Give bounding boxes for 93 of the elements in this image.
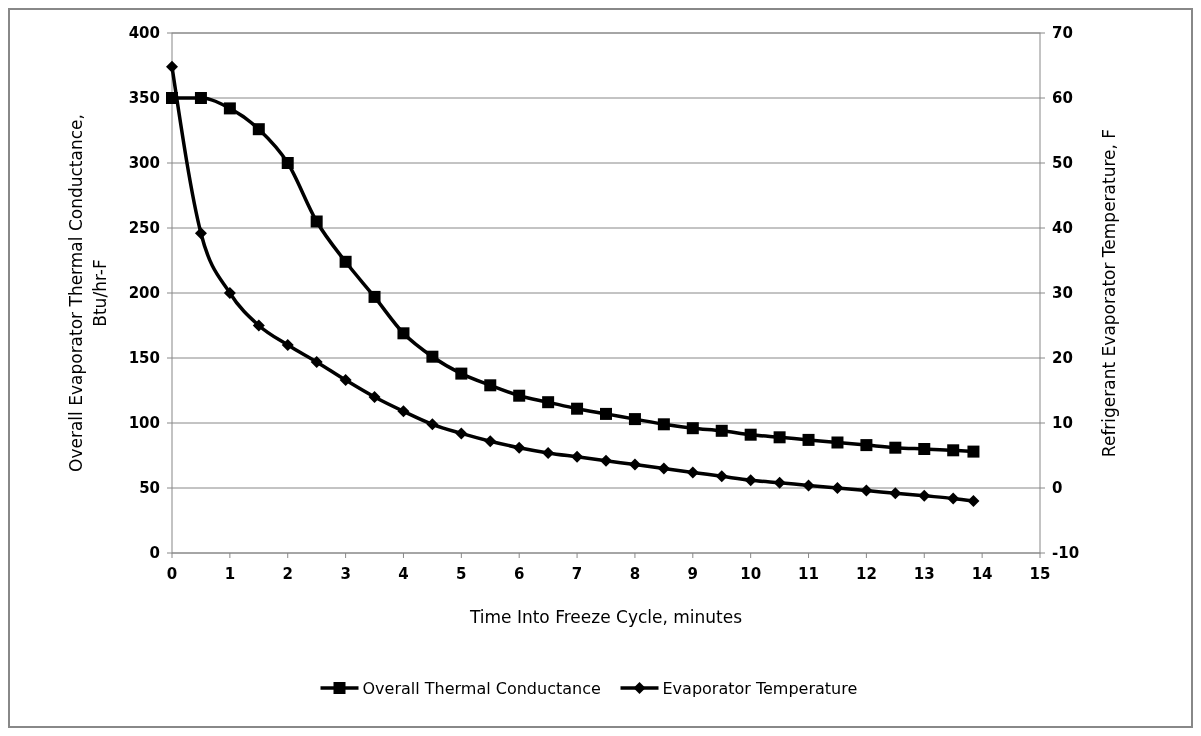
point bbox=[657, 418, 670, 431]
x-tick-label: 10 bbox=[740, 565, 762, 583]
y-tick-label: 300 bbox=[128, 154, 160, 172]
point bbox=[368, 290, 381, 303]
point bbox=[657, 462, 670, 475]
x-tick-label: 15 bbox=[1029, 565, 1051, 583]
y-tick-label: 200 bbox=[128, 284, 160, 302]
y2-tick-label: 60 bbox=[1052, 89, 1073, 107]
point bbox=[426, 350, 439, 363]
x-tick-label: 8 bbox=[629, 565, 641, 583]
y2-axis-title: Refrigerant Evaporator Temperature, F bbox=[1099, 128, 1119, 458]
point bbox=[967, 445, 980, 458]
y-tick-label: 150 bbox=[128, 349, 160, 367]
point bbox=[426, 418, 439, 431]
point bbox=[281, 157, 294, 169]
x-tick-label: 1 bbox=[224, 565, 236, 583]
legend-label: Overall Thermal Conductance bbox=[362, 679, 601, 698]
x-tick-label: 3 bbox=[340, 565, 351, 583]
point bbox=[252, 319, 265, 332]
point bbox=[889, 441, 902, 454]
point bbox=[542, 396, 555, 409]
y2-tick-label: 30 bbox=[1052, 284, 1073, 302]
point bbox=[860, 484, 873, 497]
point bbox=[339, 374, 352, 387]
point bbox=[397, 405, 410, 418]
point bbox=[194, 92, 207, 104]
point bbox=[600, 454, 612, 467]
point bbox=[967, 495, 980, 507]
point bbox=[686, 466, 699, 479]
point bbox=[947, 444, 960, 457]
legend-label: Evaporator Temperature bbox=[662, 679, 858, 698]
point bbox=[744, 474, 757, 487]
y2-tick-label: 0 bbox=[1052, 479, 1063, 497]
y2-tick-label: 70 bbox=[1052, 24, 1073, 42]
point bbox=[571, 450, 584, 463]
y-tick-label: 400 bbox=[128, 24, 160, 42]
point bbox=[484, 379, 497, 392]
point bbox=[744, 428, 757, 441]
point bbox=[947, 492, 960, 505]
point bbox=[773, 431, 786, 444]
point bbox=[802, 479, 815, 492]
y2-tick-label: 40 bbox=[1052, 219, 1073, 237]
point bbox=[860, 439, 873, 452]
x-tick-label: 7 bbox=[571, 565, 583, 583]
point bbox=[831, 482, 844, 494]
y2-tick-label: 10 bbox=[1052, 414, 1073, 432]
x-tick-label: 4 bbox=[398, 565, 409, 583]
point bbox=[918, 443, 931, 455]
x-tick-label: 6 bbox=[513, 565, 525, 583]
x-tick-label: 2 bbox=[282, 565, 293, 583]
x-tick-label: 14 bbox=[971, 565, 993, 583]
point bbox=[571, 402, 584, 415]
y2-tick-label: 50 bbox=[1052, 154, 1073, 172]
point bbox=[223, 287, 236, 299]
y-tick-label: 50 bbox=[139, 479, 160, 497]
y-tick-label: 250 bbox=[128, 219, 160, 237]
point bbox=[166, 60, 178, 73]
point bbox=[628, 413, 641, 426]
point bbox=[513, 389, 526, 402]
x-tick-label: 0 bbox=[166, 565, 178, 583]
y2-tick-label: 20 bbox=[1052, 349, 1073, 367]
point bbox=[252, 123, 265, 136]
point bbox=[310, 215, 323, 228]
point bbox=[281, 339, 294, 351]
point bbox=[628, 458, 641, 471]
point bbox=[600, 407, 612, 420]
y-tick-label: 350 bbox=[128, 89, 160, 107]
y2-tick-label: -10 bbox=[1052, 544, 1080, 562]
x-tick-label: 12 bbox=[855, 565, 877, 583]
point bbox=[513, 441, 526, 454]
y-tick-label: 0 bbox=[149, 544, 160, 562]
point bbox=[455, 427, 468, 440]
x-tick-label: 11 bbox=[798, 565, 819, 583]
point bbox=[455, 367, 468, 380]
x-tick-label: 13 bbox=[913, 565, 935, 583]
x-axis-title: Time Into Freeze Cycle, minutes bbox=[468, 607, 743, 627]
point bbox=[484, 435, 497, 448]
y-tick-label: 100 bbox=[128, 414, 160, 432]
point bbox=[715, 424, 728, 437]
y-axis-title: Overall Evaporator Thermal Conductance, Btu/hr-F bbox=[66, 114, 110, 472]
point bbox=[310, 355, 323, 368]
point bbox=[223, 102, 236, 115]
point bbox=[368, 391, 381, 403]
point bbox=[802, 433, 815, 446]
point bbox=[194, 227, 207, 240]
point bbox=[831, 436, 844, 449]
point bbox=[686, 422, 699, 435]
point bbox=[918, 489, 931, 502]
point bbox=[339, 255, 352, 268]
point bbox=[397, 327, 410, 340]
point bbox=[715, 470, 728, 483]
x-tick-label: 9 bbox=[687, 565, 699, 583]
x-tick-label: 5 bbox=[456, 565, 467, 583]
